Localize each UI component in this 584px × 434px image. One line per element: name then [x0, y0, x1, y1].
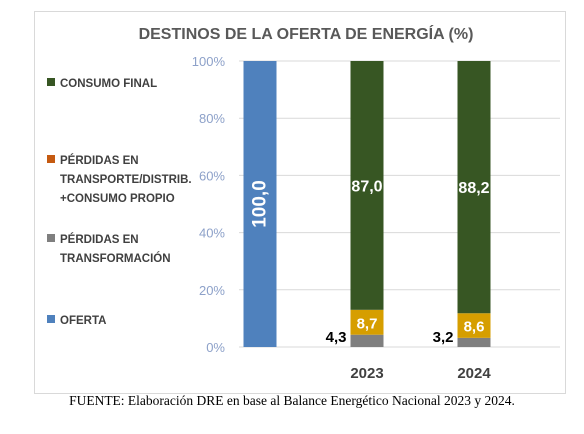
x-tick-label: 2023 — [350, 365, 383, 382]
bar-segment — [457, 61, 491, 314]
bar-segment — [350, 309, 384, 335]
legend-label: PÉRDIDAS EN — [60, 154, 139, 167]
y-tick-label: 80% — [199, 111, 225, 126]
legend-swatch — [47, 78, 55, 86]
legend: CONSUMO FINAL PÉRDIDAS EN TRANSPORTE/DISTR… — [47, 78, 192, 327]
legend-label: TRANSPORTE/DISTRIB. — [60, 174, 192, 186]
bar-segment — [457, 337, 491, 347]
y-axis-ticks: 0% 20% 40% 60% 80% 100% — [192, 54, 226, 355]
x-tick-label: 2024 — [457, 365, 491, 382]
data-label: 3,2 — [433, 329, 454, 346]
chart-frame: DESTINOS DE LA OFERTA DE ENERGÍA (%) 0% 2… — [34, 11, 566, 394]
chart: DESTINOS DE LA OFERTA DE ENERGÍA (%) 0% 2… — [47, 24, 560, 382]
legend-swatch — [47, 315, 55, 323]
data-label: 100,0 — [250, 180, 271, 228]
data-label: 8,7 — [357, 315, 378, 332]
bar-segment — [457, 313, 491, 338]
y-tick-label: 20% — [199, 283, 225, 298]
y-tick-label: 60% — [199, 168, 225, 183]
y-tick-label: 0% — [206, 340, 225, 355]
legend-label: CONSUMO FINAL — [60, 78, 157, 90]
y-tick-label: 100% — [192, 54, 226, 69]
data-label: 8,6 — [464, 319, 485, 336]
bars: 100,0 4,3 8,7 87,0 3,2 8,6 88,2 — [243, 61, 491, 347]
data-label: 4,3 — [326, 329, 347, 346]
y-tick-label: 40% — [199, 226, 225, 241]
chart-title: DESTINOS DE LA OFERTA DE ENERGÍA (%) — [139, 24, 474, 43]
legend-swatch — [47, 155, 55, 163]
legend-label: OFERTA — [60, 315, 106, 327]
legend-label: TRANSFORMACIÓN — [60, 252, 171, 265]
bar-segment — [350, 61, 384, 310]
data-label: 88,2 — [458, 180, 489, 197]
bar-segment — [350, 334, 384, 347]
legend-swatch — [47, 234, 55, 242]
source-note: FUENTE: Elaboración DRE en base al Balan… — [69, 393, 515, 408]
data-label: 87,0 — [351, 178, 382, 195]
legend-label: +CONSUMO PROPIO — [60, 193, 175, 205]
bar-segment — [243, 61, 277, 347]
x-axis-labels: 2023 2024 — [350, 365, 491, 382]
legend-label: PÉRDIDAS EN — [60, 233, 139, 246]
gridlines — [239, 60, 560, 348]
